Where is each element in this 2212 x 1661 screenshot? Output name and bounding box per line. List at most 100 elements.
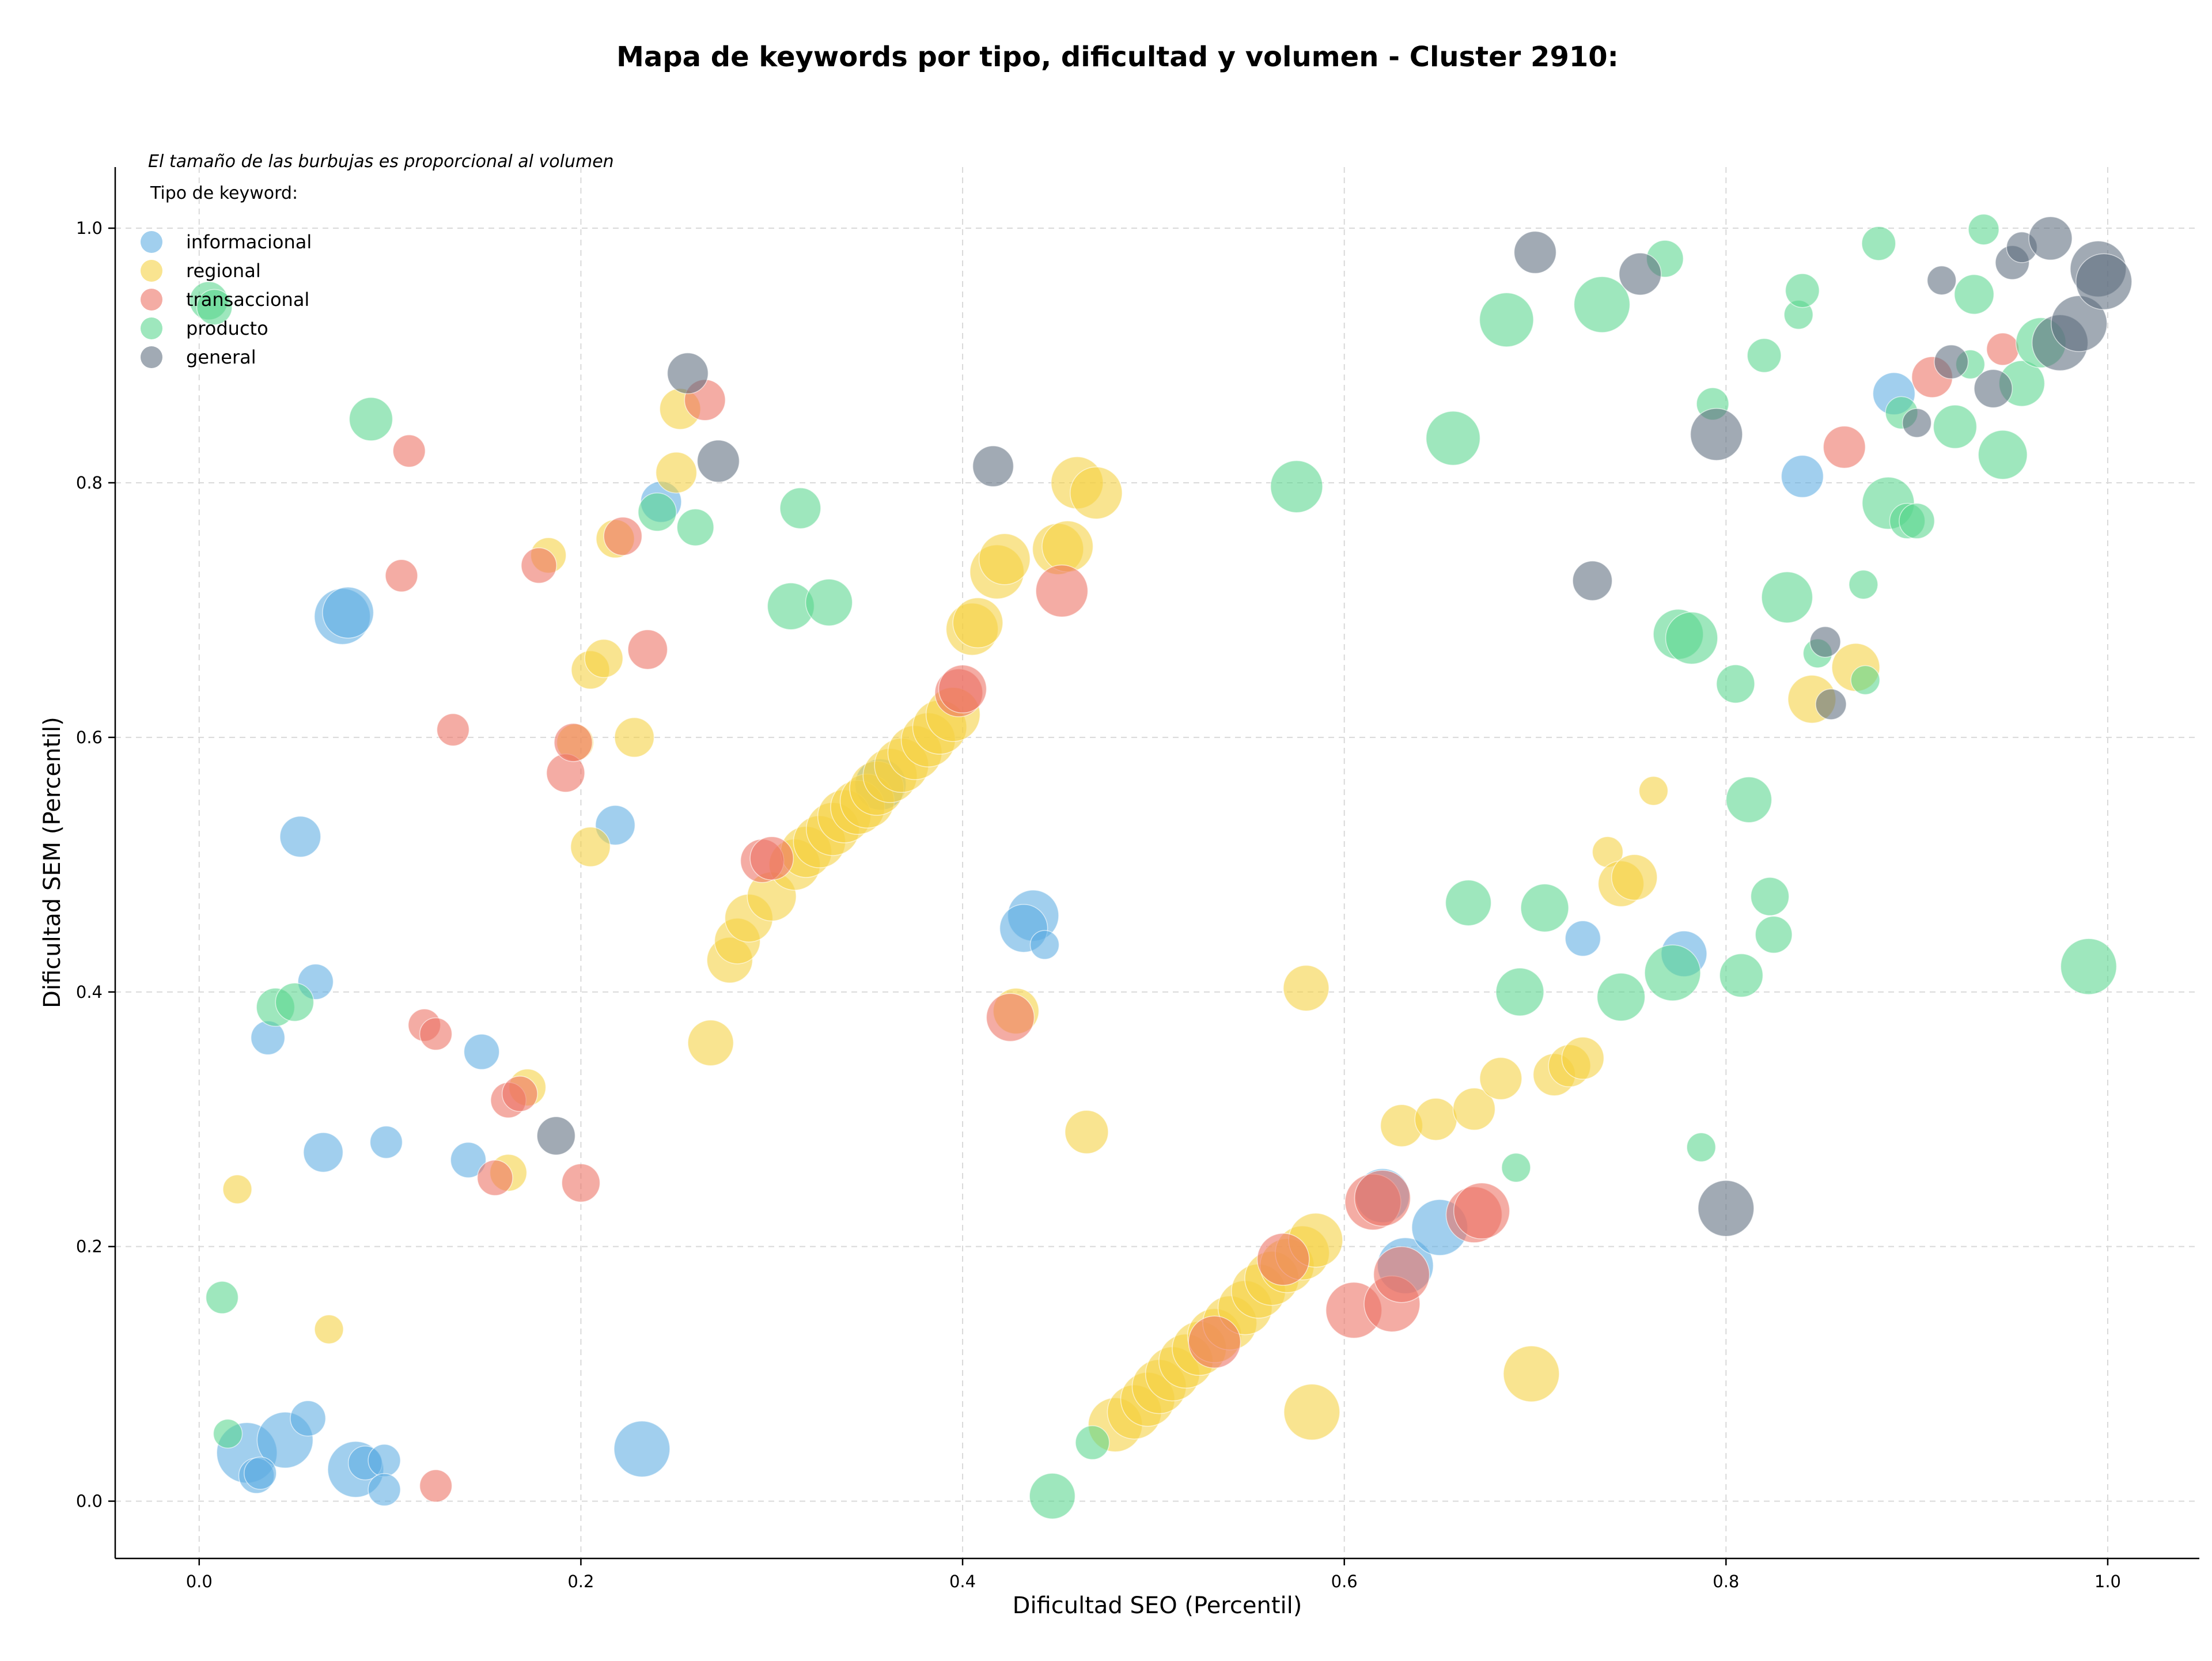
data-point-producto [1425, 411, 1481, 466]
legend-title: Tipo de keyword: [150, 183, 298, 203]
data-point-regional [1414, 1098, 1457, 1141]
data-point-transaccional [436, 713, 470, 747]
y-tick-label: 0.6 [76, 728, 103, 747]
data-point-regional [1479, 1057, 1522, 1100]
data-point-producto [1596, 973, 1646, 1021]
data-point-producto [1899, 502, 1936, 539]
data-point-transaccional [476, 1159, 513, 1196]
data-point-producto [779, 487, 821, 529]
data-point-general [1698, 1180, 1755, 1237]
data-point-general [2051, 295, 2108, 353]
data-point-general [1513, 230, 1557, 274]
data-point-producto [1747, 338, 1782, 373]
data-point-producto [1029, 1473, 1076, 1520]
legend-marker-transaccional [141, 289, 162, 311]
data-point-regional [1561, 1036, 1605, 1080]
data-point-regional [1503, 1345, 1560, 1402]
data-point-regional [1452, 1087, 1496, 1131]
data-point-transaccional [1035, 564, 1089, 618]
x-tick-label: 1.0 [2094, 1572, 2121, 1591]
data-point-producto [349, 397, 393, 441]
data-point-transaccional [1373, 1246, 1430, 1303]
x-tick-label: 0.6 [1331, 1572, 1358, 1591]
data-point-transaccional [1986, 332, 2020, 366]
data-point-transaccional [561, 1163, 601, 1203]
legend-label-producto: producto [186, 317, 268, 339]
data-point-informacional [450, 1141, 487, 1178]
data-point-informacional [322, 587, 374, 639]
data-point-producto [1075, 1425, 1110, 1461]
data-point-transaccional [521, 547, 557, 584]
data-point-producto [1761, 571, 1813, 623]
data-point-producto [1716, 664, 1755, 703]
data-point-regional [655, 452, 698, 494]
data-point-regional [952, 597, 1003, 649]
legend: El tamaño de las burbujas es proporciona… [141, 152, 614, 368]
data-point-transaccional [749, 836, 794, 881]
y-tick-label: 1.0 [76, 218, 103, 238]
data-point-regional [687, 1019, 734, 1066]
data-point-informacional [613, 1420, 671, 1478]
data-point-informacional [369, 1125, 403, 1159]
data-point-informacional [303, 1132, 344, 1173]
data-point-general [1690, 408, 1743, 461]
data-point-regional [1065, 1110, 1109, 1155]
data-point-producto [196, 289, 233, 326]
data-point-producto [1755, 915, 1793, 954]
x-tick-label: 0.0 [186, 1572, 213, 1591]
data-point-informacional [279, 816, 321, 858]
data-point-transaccional [385, 559, 418, 593]
data-point-regional [1041, 520, 1094, 573]
data-point-informacional [1565, 920, 1601, 957]
data-point-producto [1644, 944, 1701, 1001]
data-point-regional [314, 1314, 344, 1345]
data-point-transaccional [501, 1076, 538, 1112]
x-tick-label: 0.8 [1713, 1572, 1739, 1591]
bubble-size-note: El tamaño de las burbujas es proporciona… [148, 152, 614, 172]
data-point-general [1974, 369, 2013, 408]
data-point-producto [1933, 404, 1978, 449]
data-point-transaccional [938, 664, 987, 714]
x-tick-label: 0.2 [567, 1572, 594, 1591]
data-point-producto [213, 1418, 243, 1449]
data-point-transaccional [1453, 1182, 1510, 1240]
data-point-transaccional [419, 1469, 453, 1503]
data-point-producto [1665, 611, 1718, 665]
data-point-general [1618, 252, 1662, 296]
x-axis-label: Dificultad SEO (Percentil) [1013, 1592, 1302, 1619]
data-point-informacional [1029, 930, 1060, 960]
data-point-producto [676, 508, 714, 546]
data-point-transaccional [1354, 1170, 1411, 1227]
legend-marker-informacional [141, 231, 162, 253]
data-point-informacional [1781, 455, 1824, 498]
data-point-regional [584, 638, 624, 678]
data-point-transaccional [419, 1017, 453, 1051]
data-point-general [666, 352, 709, 395]
axis-ticks: 0.0 0.2 0.4 0.6 0.8 1.0 0.0 0.2 0.4 0.6 0.8 1.0 [76, 218, 2121, 1591]
data-point-producto [1501, 1152, 1531, 1183]
data-point-regional [570, 826, 611, 867]
y-tick-label: 0.8 [76, 473, 103, 493]
data-point-general [1809, 626, 1841, 658]
data-point-producto [1495, 967, 1544, 1017]
data-point-producto [1978, 430, 2028, 480]
data-point-general [1926, 265, 1957, 296]
legend-marker-general [141, 346, 162, 368]
legend-items: informacional regional transaccional produc… [141, 231, 312, 368]
data-point-producto [1850, 665, 1880, 695]
data-point-informacional [368, 1444, 401, 1477]
data-point-producto [1725, 776, 1772, 823]
data-point-regional [978, 533, 1031, 585]
data-point-informacional [463, 1034, 500, 1070]
data-point-transaccional [1823, 425, 1866, 469]
data-point-producto [1968, 213, 1999, 245]
data-point-informacional [368, 1473, 401, 1507]
data-point-general [1934, 344, 1969, 380]
data-point-producto [2060, 938, 2118, 995]
data-point-general [1902, 408, 1932, 438]
data-point-transaccional [627, 629, 668, 670]
legend-label-transaccional: transaccional [186, 289, 309, 311]
data-point-informacional [244, 1456, 277, 1490]
data-point-transaccional [554, 722, 593, 762]
